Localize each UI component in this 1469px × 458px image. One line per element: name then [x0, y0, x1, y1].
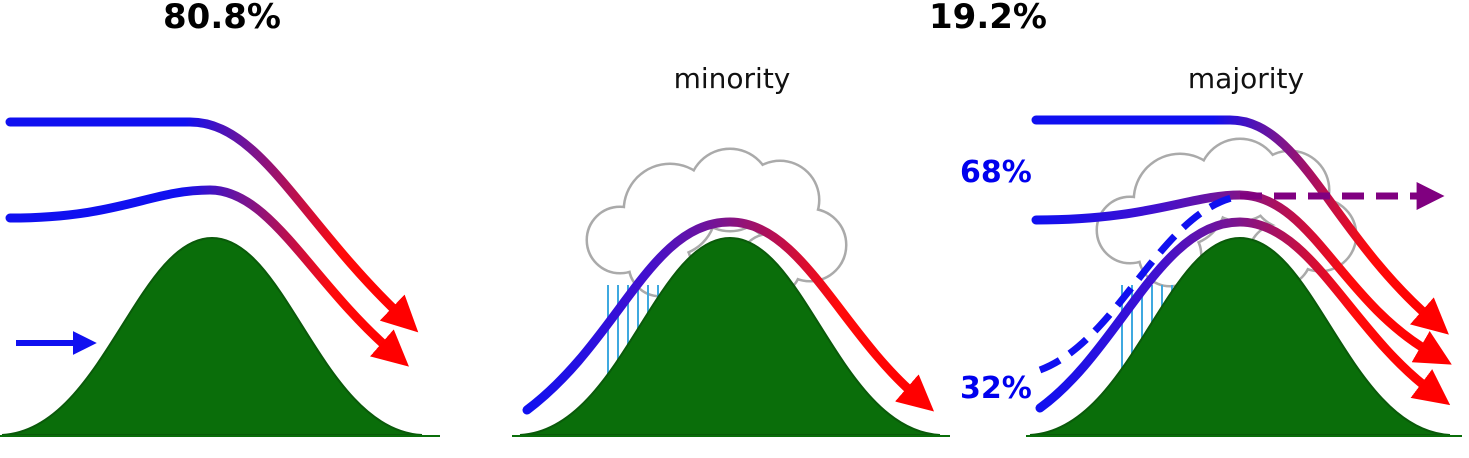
share: 19.2% — [929, 0, 1047, 37]
share: 80.8% — [163, 0, 281, 37]
upper-share: 68% — [960, 155, 1032, 190]
lower-share: 32% — [960, 371, 1032, 406]
case-label: majority — [1188, 62, 1304, 95]
case-label: minority — [674, 62, 791, 95]
